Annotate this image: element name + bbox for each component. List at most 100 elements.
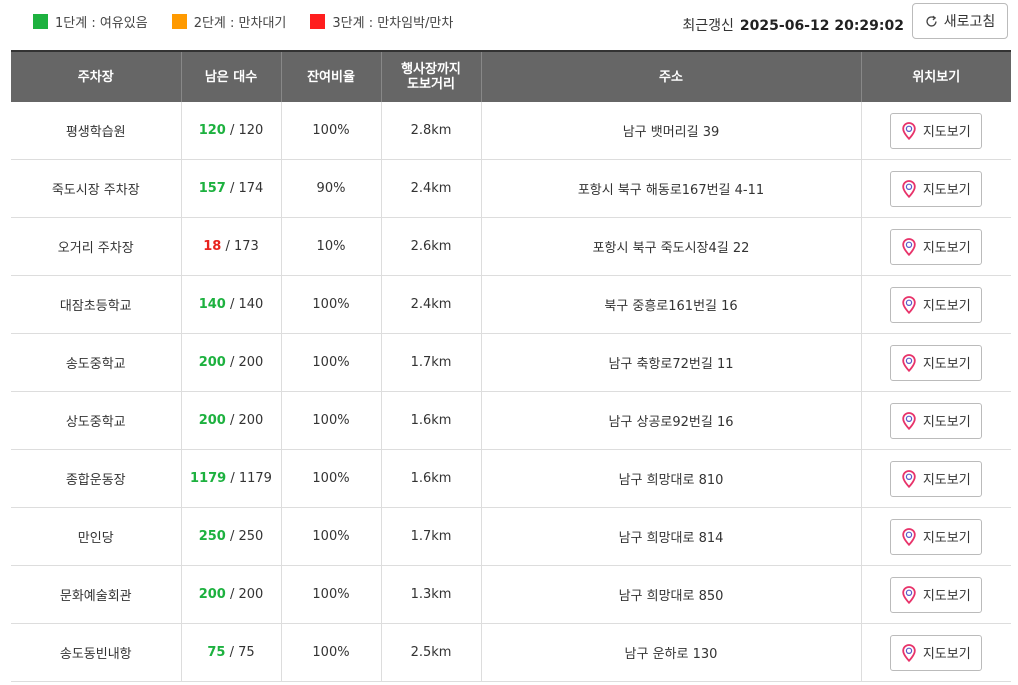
parking-table: 주차장 남은 대수 잔여비율 행사장까지 도보거리 주소 위치보기 평생학습원 1… <box>11 50 1011 682</box>
map-pin-icon <box>902 121 916 140</box>
map-pin-icon <box>902 585 916 604</box>
map-cell: 지도보기 <box>860 102 1011 160</box>
address: 남구 상공로92번길 16 <box>480 391 861 450</box>
total-spaces: / 75 <box>229 645 255 660</box>
map-pin-icon <box>902 527 916 546</box>
map-pin-icon <box>902 411 916 430</box>
address: 포항시 북구 죽도시장4길 22 <box>480 217 861 276</box>
parking-name: 오거리 주차장 <box>11 217 181 276</box>
address: 북구 중흥로161번길 16 <box>480 275 861 334</box>
view-map-label: 지도보기 <box>922 473 971 488</box>
table-row: 평생학습원 120 / 120 100% 2.8km 남구 뱃머리길 39 지도보기 <box>11 102 1011 160</box>
map-cell: 지도보기 <box>860 275 1011 334</box>
table-row: 종합운동장 1179 / 1179 100% 1.6km 남구 희망대로 810 지도보기 <box>11 449 1011 508</box>
view-map-button[interactable]: 지도보기 <box>890 402 983 439</box>
view-map-button[interactable]: 지도보기 <box>890 344 983 381</box>
parking-name: 만인당 <box>11 507 181 566</box>
map-pin-icon <box>902 353 916 372</box>
remaining-ratio: 100% <box>280 565 381 624</box>
view-map-label: 지도보기 <box>922 415 971 430</box>
available-spaces: 1179 <box>190 471 227 486</box>
view-map-label: 지도보기 <box>922 299 971 314</box>
walking-distance: 2.8km <box>380 102 481 160</box>
view-map-button[interactable]: 지도보기 <box>890 518 983 555</box>
legend-swatch-green <box>33 14 48 29</box>
parking-name: 송도중학교 <box>11 333 181 392</box>
available-spaces: 18 <box>203 239 222 254</box>
total-spaces: / 250 <box>229 529 264 544</box>
view-map-label: 지도보기 <box>922 357 971 372</box>
table-row: 만인당 250 / 250 100% 1.7km 남구 희망대로 814 지도보기 <box>11 507 1011 566</box>
header-remaining: 남은 대수 <box>180 50 281 102</box>
walking-distance: 1.6km <box>380 391 481 450</box>
walking-distance: 1.7km <box>380 333 481 392</box>
refresh-button[interactable]: 새로고침 <box>912 3 1008 39</box>
view-map-button[interactable]: 지도보기 <box>890 286 983 323</box>
walking-distance: 2.6km <box>380 217 481 276</box>
view-map-button[interactable]: 지도보기 <box>890 170 983 207</box>
available-spaces: 157 <box>198 181 226 196</box>
remaining-ratio: 10% <box>280 217 381 276</box>
last-updated: 최근갱신 2025-06-12 20:29:02 <box>682 15 904 35</box>
view-map-label: 지도보기 <box>922 647 971 662</box>
address: 남구 뱃머리길 39 <box>480 102 861 160</box>
table-row: 죽도시장 주차장 157 / 174 90% 2.4km 포항시 북구 해동로167번길… <box>11 159 1011 218</box>
map-cell: 지도보기 <box>860 159 1011 218</box>
address: 남구 운하로 130 <box>480 623 861 682</box>
map-cell: 지도보기 <box>860 449 1011 508</box>
legend-label: 1단계 : 여유있음 <box>55 16 148 31</box>
view-map-label: 지도보기 <box>922 183 971 198</box>
walking-distance: 1.3km <box>380 565 481 624</box>
map-cell: 지도보기 <box>860 391 1011 450</box>
remaining-count: 200 / 200 <box>180 333 281 392</box>
map-cell: 지도보기 <box>860 333 1011 392</box>
last-updated-timestamp: 2025-06-12 20:29:02 <box>739 18 904 34</box>
available-spaces: 200 <box>198 587 226 602</box>
table-row: 문화예술회관 200 / 200 100% 1.3km 남구 희망대로 850 지도보기 <box>11 565 1011 624</box>
map-cell: 지도보기 <box>860 565 1011 624</box>
top-bar: 1단계 : 여유있음 2단계 : 만차대기 3단계 : 만차임박/만차 최근갱신… <box>0 0 1018 50</box>
remaining-count: 250 / 250 <box>180 507 281 566</box>
walking-distance: 2.4km <box>380 275 481 334</box>
total-spaces: / 200 <box>229 587 264 602</box>
view-map-label: 지도보기 <box>922 589 971 604</box>
walking-distance: 2.5km <box>380 623 481 682</box>
view-map-button[interactable]: 지도보기 <box>890 576 983 613</box>
view-map-button[interactable]: 지도보기 <box>890 228 983 265</box>
remaining-ratio: 100% <box>280 333 381 392</box>
parking-name: 죽도시장 주차장 <box>11 159 181 218</box>
remaining-ratio: 90% <box>280 159 381 218</box>
view-map-button[interactable]: 지도보기 <box>890 460 983 497</box>
total-spaces: / 200 <box>229 413 264 428</box>
total-spaces: / 1179 <box>230 471 272 486</box>
table-row: 송도동빈내항 75 / 75 100% 2.5km 남구 운하로 130 지도보기 <box>11 623 1011 682</box>
map-cell: 지도보기 <box>860 507 1011 566</box>
address: 포항시 북구 해동로167번길 4-11 <box>480 159 861 218</box>
address: 남구 희망대로 850 <box>480 565 861 624</box>
refresh-icon <box>926 15 937 27</box>
table-row: 송도중학교 200 / 200 100% 1.7km 남구 축항로72번길 11 지도보기 <box>11 333 1011 392</box>
view-map-button[interactable]: 지도보기 <box>890 634 983 671</box>
map-pin-icon <box>902 237 916 256</box>
parking-name: 송도동빈내항 <box>11 623 181 682</box>
legend-swatch-orange <box>171 14 187 29</box>
map-pin-icon <box>902 469 916 488</box>
available-spaces: 200 <box>198 355 226 370</box>
legend-label: 2단계 : 만차대기 <box>193 16 287 31</box>
address: 남구 희망대로 810 <box>480 449 861 508</box>
available-spaces: 200 <box>198 413 226 428</box>
view-map-label: 지도보기 <box>922 125 971 140</box>
map-cell: 지도보기 <box>860 623 1011 682</box>
table-row: 상도중학교 200 / 200 100% 1.6km 남구 상공로92번길 16 지도보기 <box>11 391 1011 450</box>
walking-distance: 2.4km <box>380 159 481 218</box>
parking-name: 평생학습원 <box>11 102 181 160</box>
map-pin-icon <box>902 295 916 314</box>
parking-name: 문화예술회관 <box>11 565 181 624</box>
walking-distance: 1.7km <box>380 507 481 566</box>
view-map-button[interactable]: 지도보기 <box>890 112 983 149</box>
view-map-label: 지도보기 <box>922 241 971 256</box>
view-map-label: 지도보기 <box>922 531 971 546</box>
parking-name: 상도중학교 <box>11 391 181 450</box>
last-updated-label: 최근갱신 <box>682 18 734 34</box>
address: 남구 희망대로 814 <box>480 507 861 566</box>
